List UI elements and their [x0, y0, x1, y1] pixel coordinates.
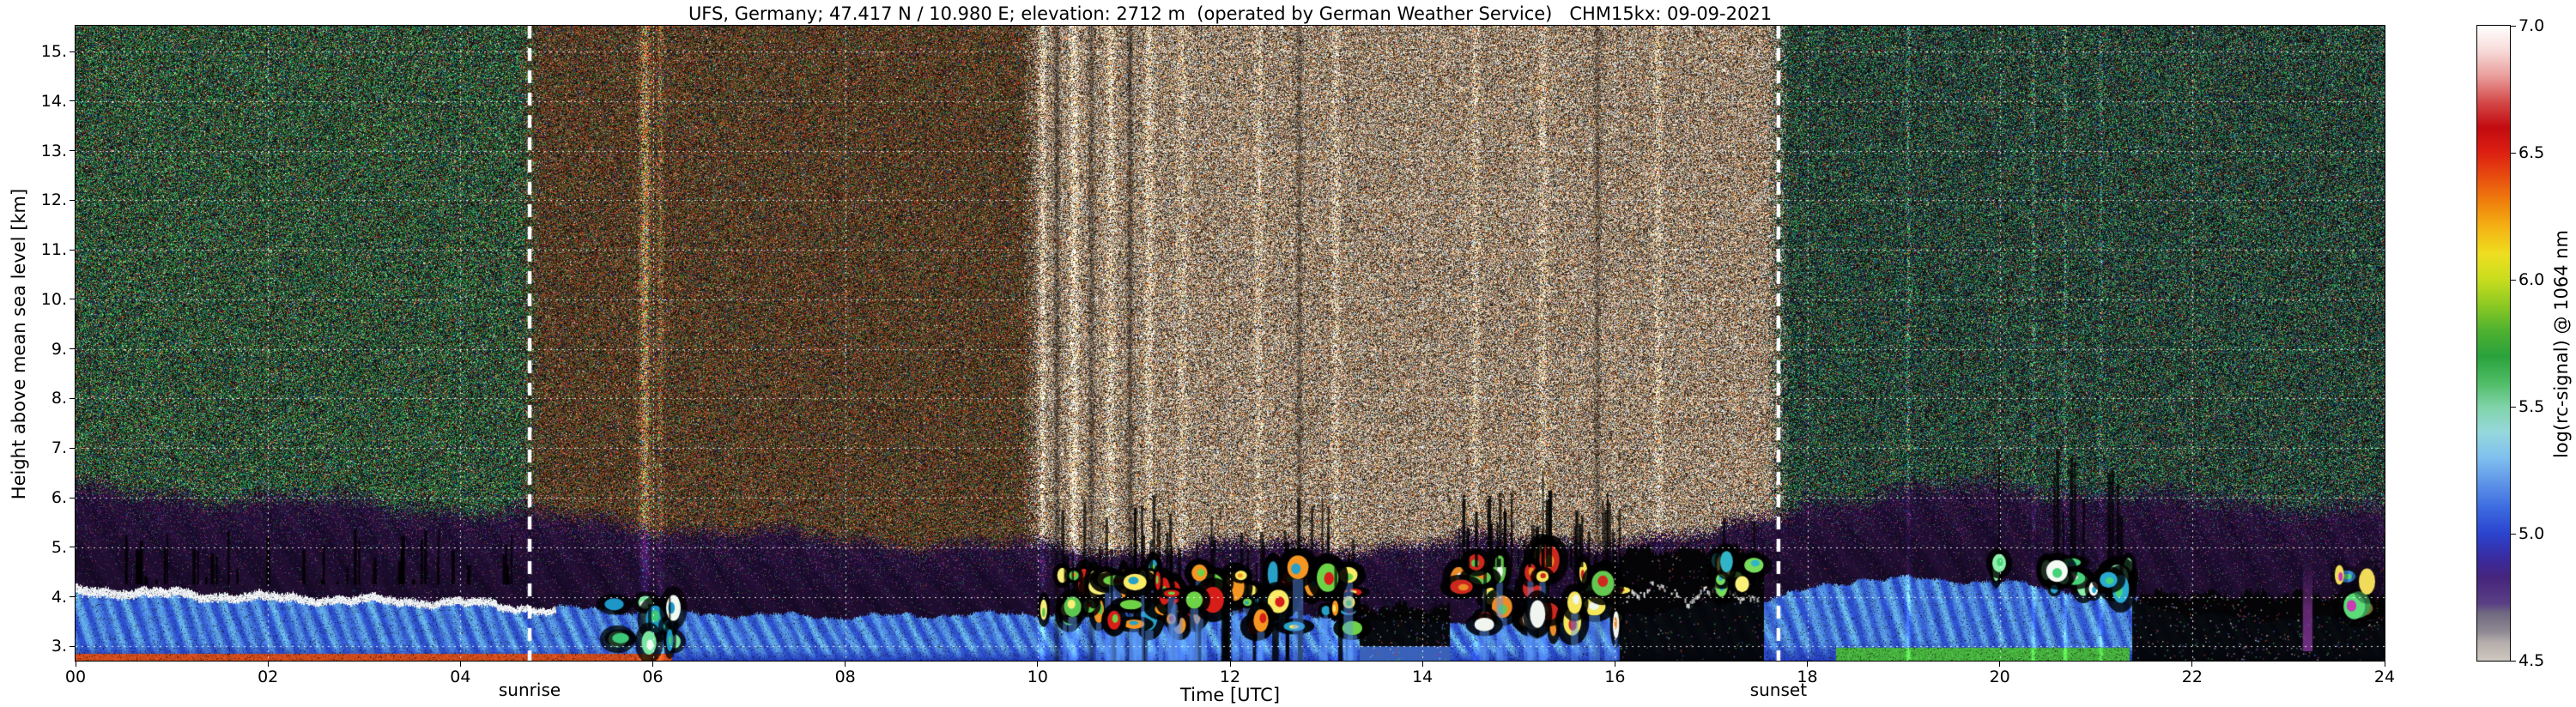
- x-tick-label: 16: [1604, 668, 1626, 686]
- colorbar-label: log(rc-signal) @ 1064 nm: [2551, 229, 2572, 459]
- x-tick-mark: [1999, 661, 2001, 667]
- x-tick-mark: [845, 661, 846, 667]
- colorbar-tick-label: 5.5: [2518, 397, 2545, 416]
- y-tick-mark: [70, 150, 76, 152]
- x-tick-label: 12: [1219, 668, 1241, 686]
- x-tick-label: 02: [258, 668, 279, 686]
- y-tick-label: 14.: [40, 91, 67, 111]
- x-tick-label: 06: [642, 668, 664, 686]
- y-tick-mark: [70, 447, 76, 449]
- y-tick-mark: [70, 497, 76, 499]
- colorbar-tick-label: 4.5: [2518, 651, 2545, 670]
- x-tick-mark: [652, 661, 653, 667]
- y-tick-label: 8.: [51, 389, 67, 408]
- y-tick-label: 6.: [51, 488, 67, 508]
- x-tick-label: 20: [1989, 668, 2010, 686]
- colorbar-tick-label: 7.0: [2518, 16, 2545, 35]
- colorbar-tick-label: 5.0: [2518, 524, 2545, 543]
- y-tick-mark: [70, 645, 76, 647]
- y-tick-mark: [70, 397, 76, 399]
- colorbar-tick-mark: [2510, 25, 2516, 27]
- x-tick-label: 22: [2181, 668, 2203, 686]
- chart-title: UFS, Germany; 47.417 N / 10.980 E; eleva…: [688, 3, 1773, 24]
- y-tick-label: 7.: [51, 438, 67, 458]
- colorbar-tick-mark: [2510, 406, 2516, 408]
- y-tick-mark: [70, 199, 76, 201]
- y-tick-label: 5.: [51, 537, 67, 557]
- x-tick-mark: [1807, 661, 1808, 667]
- x-tick-mark: [1037, 661, 1039, 667]
- sunset-annotation: sunset: [1749, 680, 1808, 700]
- y-tick-mark: [70, 348, 76, 350]
- y-tick-label: 9.: [51, 339, 67, 359]
- x-tick-mark: [1229, 661, 1231, 667]
- y-tick-label: 12.: [40, 190, 67, 210]
- y-tick-mark: [70, 51, 76, 52]
- sunrise-annotation: sunrise: [498, 680, 561, 700]
- colorbar-tick-mark: [2510, 279, 2516, 281]
- y-tick-mark: [70, 100, 76, 102]
- y-tick-label: 11.: [40, 240, 67, 260]
- x-tick-label: 14: [1412, 668, 1433, 686]
- colorbar-tick-mark: [2510, 660, 2516, 662]
- x-tick-mark: [2191, 661, 2193, 667]
- y-tick-mark: [70, 249, 76, 251]
- colorbar-tick-label: 6.0: [2518, 270, 2545, 289]
- x-tick-mark: [1421, 661, 1423, 667]
- x-tick-mark: [267, 661, 269, 667]
- x-tick-label: 10: [1027, 668, 1048, 686]
- heatmap-canvas: [76, 26, 2385, 661]
- x-axis-label: Time [UTC]: [1179, 685, 1281, 705]
- y-tick-label: 13.: [40, 141, 67, 160]
- colorbar: [2476, 25, 2511, 662]
- y-tick-label: 10.: [40, 289, 67, 309]
- y-tick-label: 15.: [40, 42, 67, 62]
- colorbar-tick-mark: [2510, 533, 2516, 535]
- y-tick-label: 4.: [51, 587, 67, 607]
- y-tick-mark: [70, 596, 76, 598]
- y-tick-label: 3.: [51, 637, 67, 656]
- colorbar-tick-mark: [2510, 152, 2516, 154]
- x-tick-label: 00: [64, 668, 87, 686]
- plot-area: [75, 25, 2385, 662]
- x-tick-label: 18: [1797, 668, 1818, 686]
- x-tick-mark: [459, 661, 461, 667]
- colorbar-tick-label: 6.5: [2518, 143, 2545, 162]
- x-tick-label: 04: [450, 668, 471, 686]
- x-tick-label: 08: [834, 668, 856, 686]
- x-tick-label: 24: [2373, 668, 2396, 686]
